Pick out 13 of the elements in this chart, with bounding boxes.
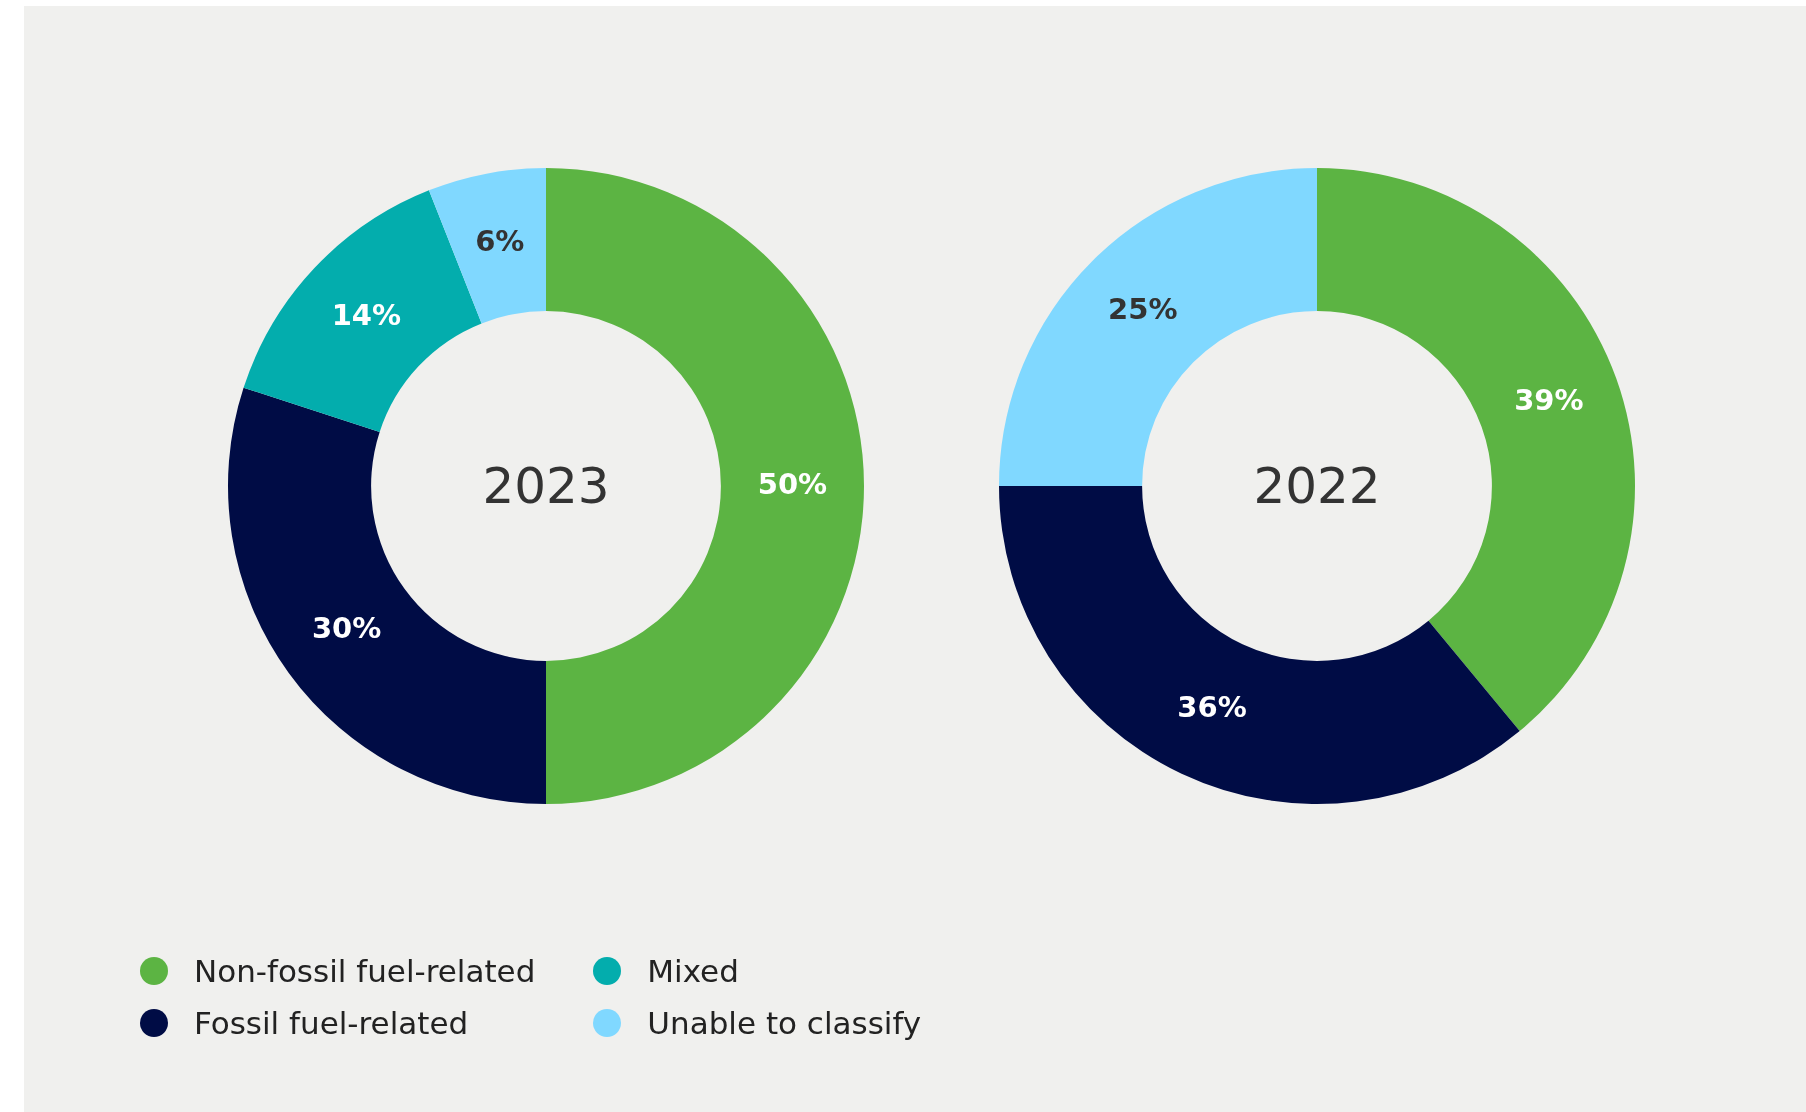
text: 2022 bbox=[1252, 456, 1382, 516]
data-label: 30% bbox=[311, 611, 382, 646]
data-label: 36% bbox=[1177, 689, 1247, 724]
data-label: 39% bbox=[1514, 383, 1584, 418]
data-label: 14% bbox=[331, 297, 402, 332]
data-label: 50% bbox=[757, 466, 828, 501]
legend-label: Non-fossil fuel-related bbox=[194, 953, 536, 989]
data-label: 25% bbox=[1108, 292, 1178, 327]
legend-label: Unable to classify bbox=[647, 1005, 922, 1041]
data-label: 6% bbox=[475, 224, 525, 259]
legend-label: Fossil fuel-related bbox=[194, 1005, 469, 1041]
text: 2023 bbox=[482, 457, 610, 515]
legend-label: Mixed bbox=[647, 953, 739, 989]
